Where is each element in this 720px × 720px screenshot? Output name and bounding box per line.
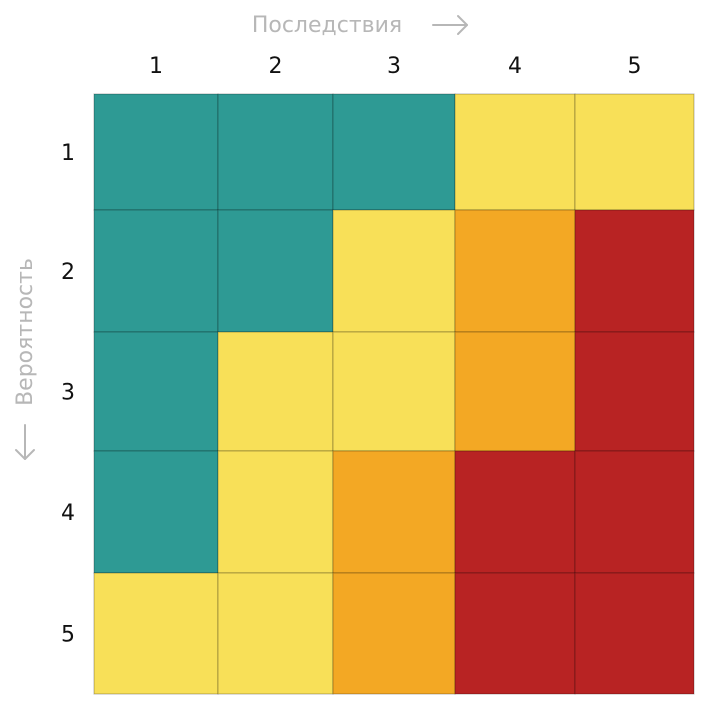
heatmap-cell-r3-c4 (454, 331, 576, 452)
heatmap-cell-r5-c2 (217, 572, 334, 695)
x-tick-label: 3 (387, 54, 401, 79)
y-tick-label: 2 (61, 260, 75, 285)
y-axis-arrow-icon (15, 424, 35, 460)
x-axis-ticks: 1 2 3 4 5 (149, 54, 642, 79)
heatmap-cell-r3-c5 (574, 331, 695, 452)
heatmap-cell-r1-c2 (217, 93, 334, 211)
heatmap-cell-r1-c3 (332, 93, 456, 211)
x-axis-arrow-icon (432, 15, 468, 35)
heatmap-cell-r3-c1 (93, 331, 219, 452)
heatmap-cell-r2-c5 (574, 209, 695, 333)
heatmap-cells (93, 93, 695, 695)
heatmap-cell-r3-c2 (217, 331, 334, 452)
y-axis-title: Вероятность (13, 258, 38, 406)
y-tick-label: 3 (61, 381, 75, 406)
y-axis-ticks: 1 2 3 4 5 (61, 141, 75, 648)
heatmap-cell-r5-c3 (332, 572, 456, 695)
heatmap-cell-r2-c2 (217, 209, 334, 333)
heatmap-cell-r5-c4 (454, 572, 576, 695)
x-axis-title: Последствия (252, 13, 402, 38)
heatmap-cell-r1-c5 (574, 93, 695, 211)
heatmap-cell-r4-c2 (217, 450, 334, 574)
x-tick-label: 4 (508, 54, 522, 79)
heatmap-cell-r2-c4 (454, 209, 576, 333)
heatmap-cell-r4-c4 (454, 450, 576, 574)
heatmap-cell-r4-c5 (574, 450, 695, 574)
y-tick-label: 1 (61, 141, 75, 166)
heatmap-cell-r5-c1 (93, 572, 219, 695)
x-tick-label: 1 (149, 54, 163, 79)
heatmap-cell-r1-c1 (93, 93, 219, 211)
heatmap-cell-r1-c4 (454, 93, 576, 211)
heatmap-cell-r5-c5 (574, 572, 695, 695)
heatmap-cell-r2-c3 (332, 209, 456, 333)
heatmap-cell-r4-c1 (93, 450, 219, 574)
heatmap-cell-r4-c3 (332, 450, 456, 574)
y-tick-label: 5 (61, 623, 75, 648)
x-tick-label: 5 (628, 54, 642, 79)
y-tick-label: 4 (61, 501, 75, 526)
x-tick-label: 2 (269, 54, 283, 79)
heatmap-cell-r3-c3 (332, 331, 456, 452)
heatmap-cell-r2-c1 (93, 209, 219, 333)
